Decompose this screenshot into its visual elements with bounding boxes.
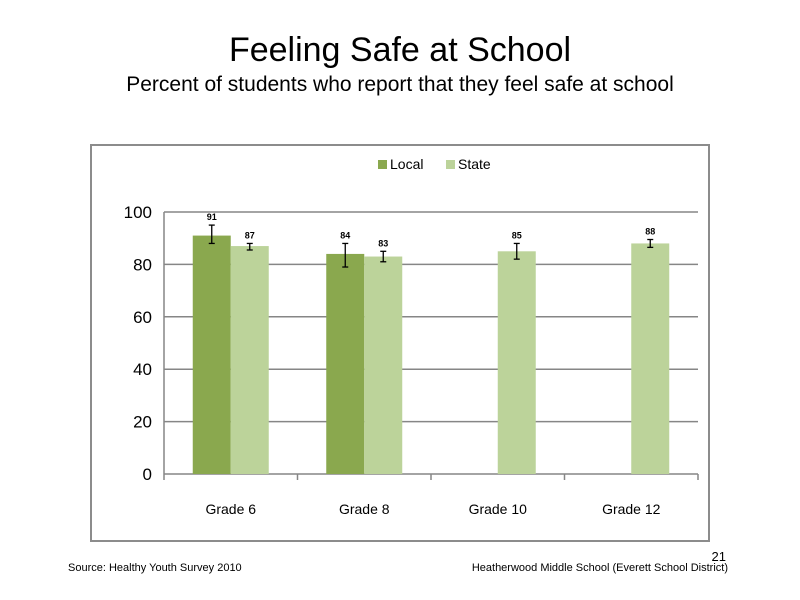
y-tick-label: 0 xyxy=(143,465,152,484)
data-label: 91 xyxy=(207,212,217,222)
chart-subtitle: Percent of students who report that they… xyxy=(126,73,674,96)
bar-state xyxy=(497,251,536,474)
bar-chart: 0 20 40 60 80 100 Grade 6 Grade 8 Grade 10 Grade … xyxy=(124,156,699,517)
page-number: 21 xyxy=(711,549,726,564)
legend-label-state: State xyxy=(458,156,491,172)
y-tick-label: 40 xyxy=(133,360,152,379)
bar-state xyxy=(230,246,269,474)
bar-local xyxy=(326,253,365,474)
data-label: 84 xyxy=(340,230,350,240)
bar-state xyxy=(364,256,403,474)
chart-title: Feeling Safe at School xyxy=(228,31,572,69)
y-tick-label: 80 xyxy=(133,255,152,274)
x-tick-label: Grade 6 xyxy=(205,501,256,517)
bar-state xyxy=(631,243,670,474)
school-note: Heatherwood Middle School (Everett Schoo… xyxy=(471,562,728,574)
legend-swatch-local xyxy=(378,160,387,169)
chart-frame: 0 20 40 60 80 100 Grade 6 Grade 8 Grade 10 Grade … xyxy=(90,144,710,542)
legend-label-local: Local xyxy=(390,156,423,172)
x-tick-label: Grade 10 xyxy=(469,501,528,517)
y-tick-label: 60 xyxy=(133,308,152,327)
bar-local xyxy=(192,235,231,474)
data-label: 85 xyxy=(512,230,522,240)
data-label: 83 xyxy=(378,238,388,248)
data-label: 87 xyxy=(245,230,255,240)
y-tick-label: 20 xyxy=(133,413,152,432)
x-tick-label: Grade 12 xyxy=(602,501,661,517)
legend-swatch-state xyxy=(446,160,455,169)
source-note: Source: Healthy Youth Survey 2010 xyxy=(68,562,242,574)
x-tick-label: Grade 8 xyxy=(339,501,390,517)
data-label: 88 xyxy=(645,227,655,237)
y-tick-label: 100 xyxy=(124,203,152,222)
